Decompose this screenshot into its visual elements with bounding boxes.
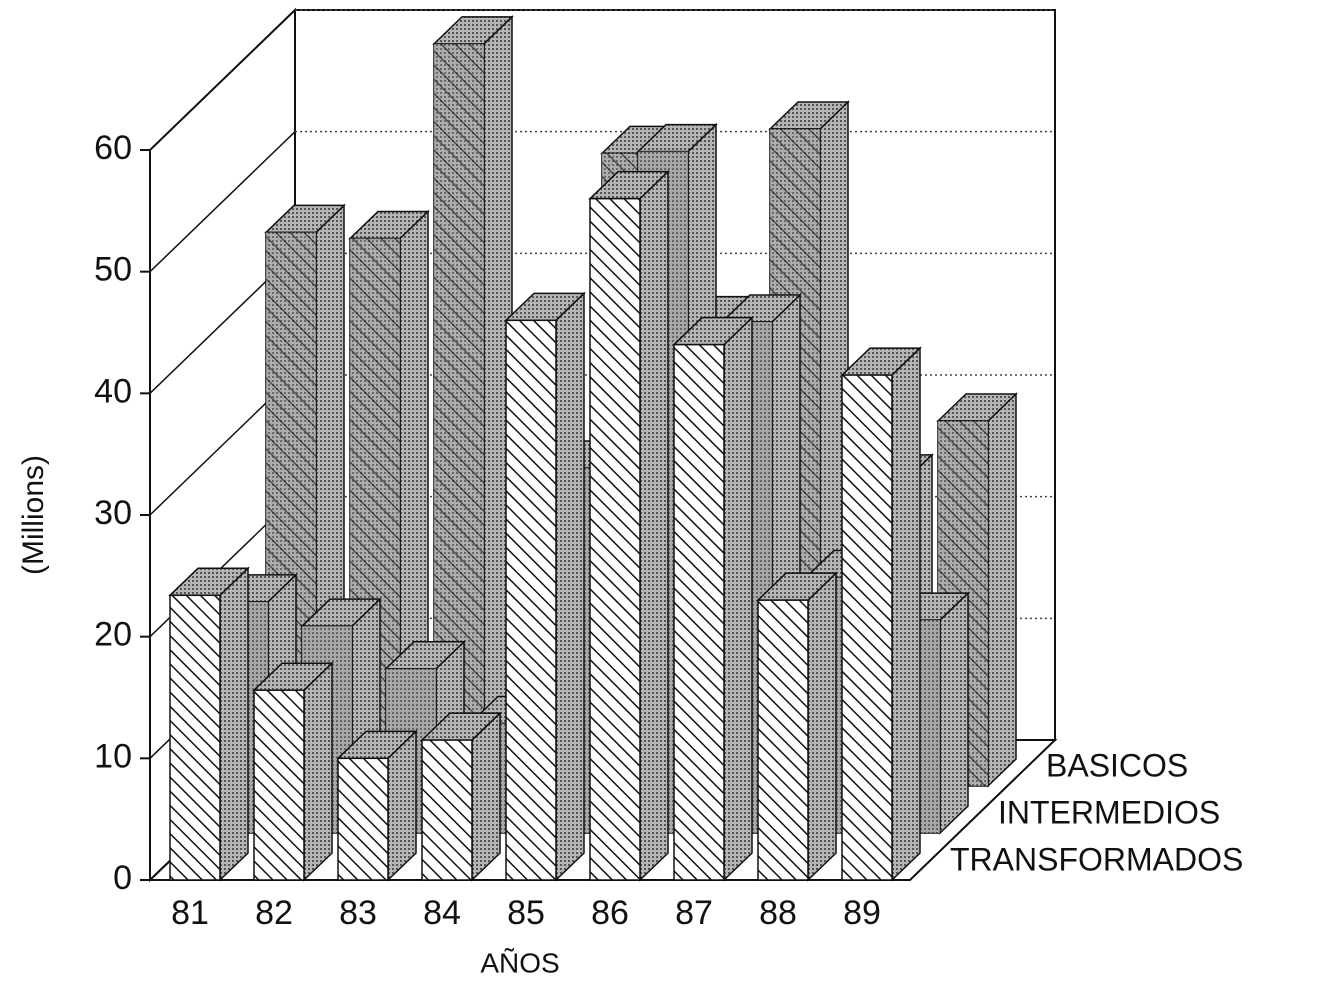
bar-face bbox=[758, 600, 808, 880]
x-tick-label: 84 bbox=[423, 894, 461, 932]
y-tick-label: 20 bbox=[94, 616, 132, 654]
x-axis-title: AÑOS bbox=[480, 947, 559, 978]
bar bbox=[840, 346, 922, 882]
y-tick-label: 40 bbox=[94, 372, 132, 410]
bar-face bbox=[723, 315, 753, 882]
bar-face bbox=[303, 661, 333, 882]
bar-face bbox=[254, 690, 304, 880]
x-tick-label: 82 bbox=[255, 894, 293, 932]
legend-label: INTERMEDIOS bbox=[998, 794, 1220, 830]
bar bbox=[168, 566, 250, 882]
y-tick-label: 30 bbox=[94, 494, 132, 532]
bar bbox=[588, 169, 670, 882]
x-tick-label: 88 bbox=[759, 894, 797, 932]
bar-face bbox=[422, 740, 472, 880]
bar-face bbox=[939, 591, 969, 835]
bar bbox=[504, 291, 586, 882]
bar-face bbox=[338, 758, 388, 880]
x-tick-label: 83 bbox=[339, 894, 377, 932]
bar-face bbox=[590, 198, 640, 880]
x-tick-label: 87 bbox=[675, 894, 713, 932]
bar-face bbox=[219, 566, 249, 882]
bar bbox=[336, 729, 418, 882]
bar-face bbox=[555, 291, 585, 882]
bar bbox=[756, 571, 838, 882]
bar-face bbox=[471, 711, 501, 882]
y-tick-label: 0 bbox=[113, 859, 132, 897]
bar-face bbox=[506, 320, 556, 880]
x-tick-label: 81 bbox=[171, 894, 209, 932]
y-tick-label: 60 bbox=[94, 129, 132, 167]
grid-line bbox=[149, 9, 296, 151]
bar-face bbox=[842, 375, 892, 880]
bar-face bbox=[987, 392, 1017, 788]
bar-face bbox=[639, 169, 669, 882]
x-tick-label: 86 bbox=[591, 894, 629, 932]
legend-label: BASICOS bbox=[1046, 747, 1188, 783]
bar bbox=[252, 661, 334, 882]
bar-face bbox=[807, 571, 837, 882]
bar bbox=[420, 711, 502, 882]
x-tick-label: 85 bbox=[507, 894, 545, 932]
bar bbox=[672, 315, 754, 882]
x-tick-label: 89 bbox=[843, 894, 881, 932]
bar-face bbox=[170, 595, 220, 880]
legend-label: TRANSFORMADOS bbox=[950, 841, 1243, 877]
y-axis-title: (Millions) bbox=[17, 455, 50, 575]
bar-face bbox=[674, 344, 724, 881]
y-tick-label: 50 bbox=[94, 251, 132, 289]
bar-face bbox=[891, 346, 921, 882]
y-tick-label: 10 bbox=[94, 737, 132, 775]
grid-line bbox=[149, 131, 296, 273]
